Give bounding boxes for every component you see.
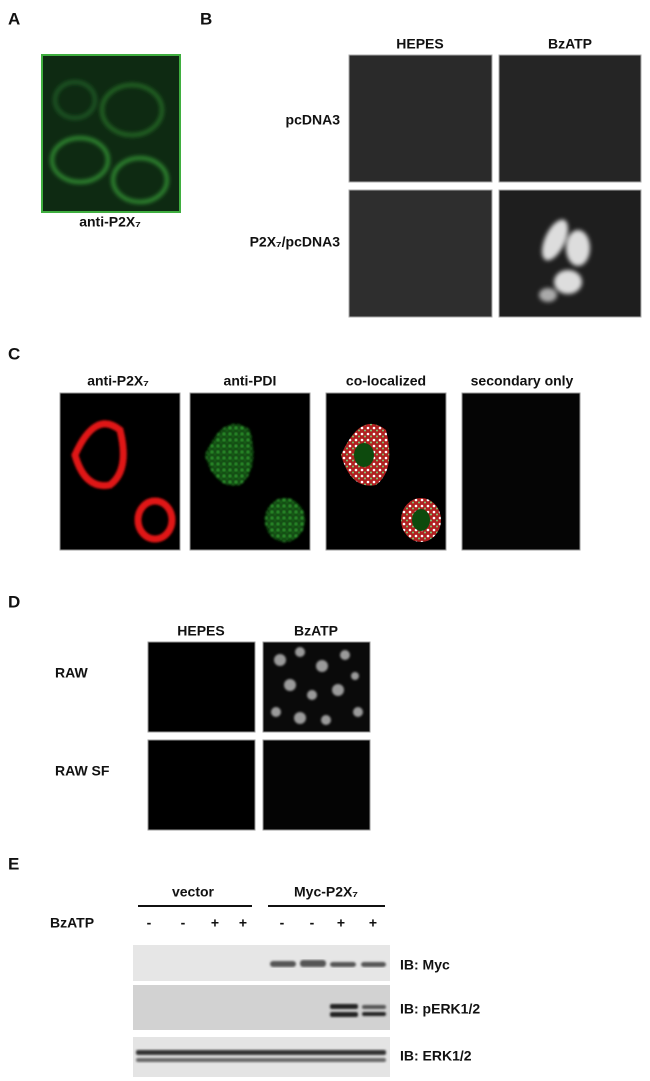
panel-letter: D <box>8 592 20 611</box>
row-label: P2X₇/pcDNA3 <box>250 234 341 250</box>
column-label: BzATP <box>294 623 338 639</box>
panel-letter: A <box>8 9 20 28</box>
treatment-sign: + <box>337 915 345 931</box>
column-label: BzATP <box>548 36 592 52</box>
treatment-sign: + <box>211 915 219 931</box>
panel-letter: B <box>200 9 212 28</box>
column-label: HEPES <box>177 623 224 639</box>
column-label: co-localized <box>346 373 426 389</box>
treatment-sign: - <box>310 915 315 931</box>
micrograph-row <box>59 392 581 551</box>
row-label: pcDNA3 <box>286 112 341 128</box>
panel-letter: C <box>8 344 20 363</box>
column-label: anti-PDI <box>224 373 277 389</box>
treatment-sign: - <box>280 915 285 931</box>
treatment-label: BzATP <box>50 915 94 931</box>
column-label: HEPES <box>396 36 443 52</box>
treatment-sign: + <box>369 915 377 931</box>
blot-label: IB: Myc <box>400 957 450 973</box>
treatment-sign: - <box>181 915 186 931</box>
micrograph-grid <box>348 54 642 318</box>
treatment-sign: + <box>239 915 247 931</box>
group-label: Myc-P2X₇ <box>294 884 358 900</box>
western-blot <box>133 945 390 1077</box>
row-label: RAW <box>55 665 88 681</box>
column-label: anti-P2X₇ <box>87 373 149 389</box>
treatment-sign: - <box>147 915 152 931</box>
micrograph-grid <box>147 641 371 831</box>
group-label: vector <box>172 884 215 900</box>
column-label: secondary only <box>471 373 574 389</box>
panel-letter: E <box>8 854 19 873</box>
blot-label: IB: pERK1/2 <box>400 1001 480 1017</box>
caption: anti-P2X₇ <box>79 214 141 230</box>
blot-label: IB: ERK1/2 <box>400 1048 472 1064</box>
micrograph <box>41 54 181 213</box>
row-label: RAW SF <box>55 763 110 779</box>
